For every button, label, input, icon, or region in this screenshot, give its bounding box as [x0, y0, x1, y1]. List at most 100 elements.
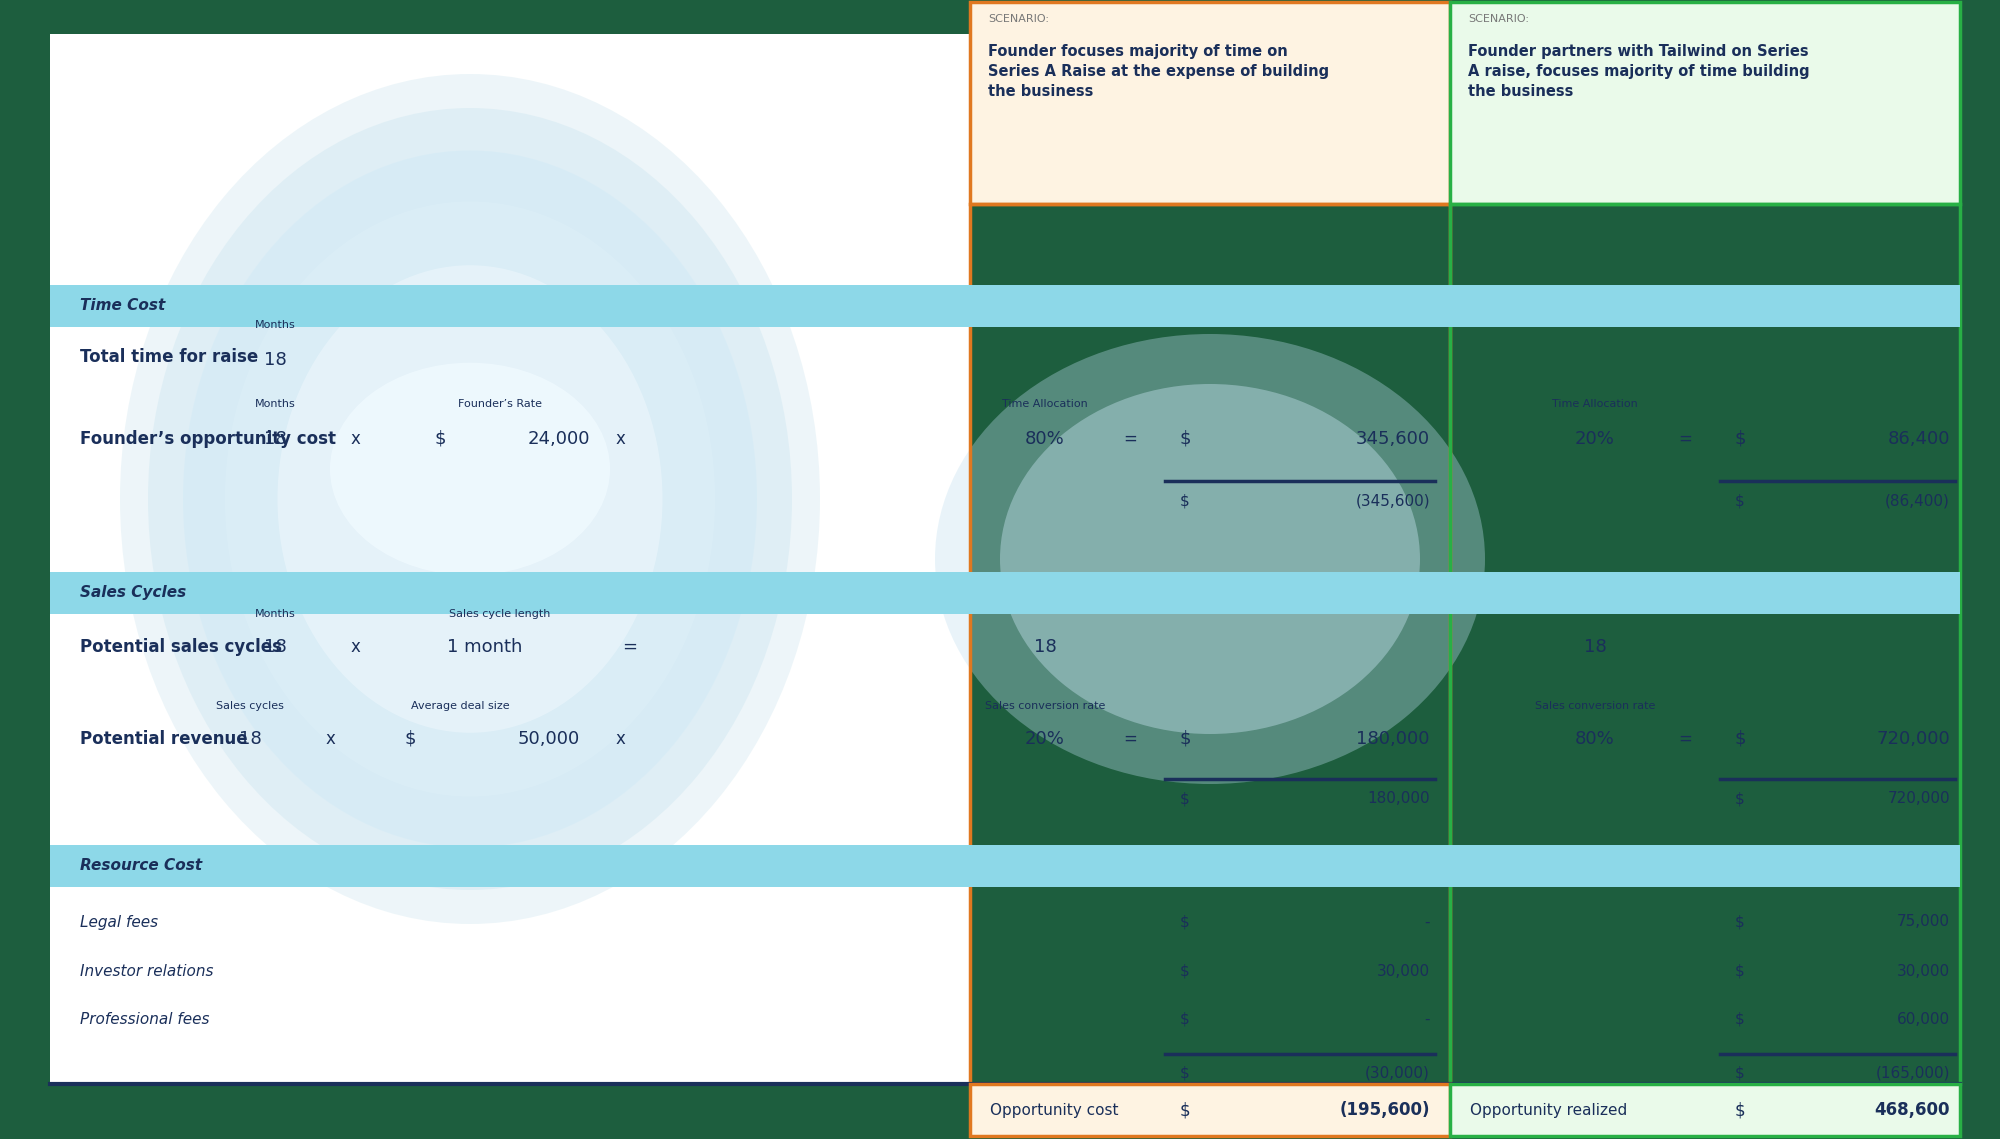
- Text: Months: Months: [254, 320, 296, 330]
- Text: $: $: [1180, 1011, 1190, 1026]
- Text: Potential sales cycles: Potential sales cycles: [80, 638, 282, 656]
- Text: $: $: [404, 730, 416, 748]
- Text: 180,000: 180,000: [1368, 790, 1430, 806]
- Text: -: -: [1424, 1011, 1430, 1026]
- Text: Founder’s Rate: Founder’s Rate: [458, 399, 542, 409]
- Text: 18: 18: [1034, 638, 1056, 656]
- Ellipse shape: [184, 150, 756, 847]
- Text: SCENARIO:: SCENARIO:: [1468, 14, 1530, 24]
- FancyBboxPatch shape: [1450, 2, 1960, 204]
- Text: $: $: [1734, 431, 1746, 448]
- Text: $: $: [1180, 1066, 1190, 1081]
- Text: $: $: [1180, 790, 1190, 806]
- Text: $: $: [1180, 915, 1190, 929]
- Text: $: $: [434, 431, 446, 448]
- Text: Average deal size: Average deal size: [410, 700, 510, 711]
- FancyBboxPatch shape: [50, 572, 1960, 614]
- Text: 80%: 80%: [1026, 431, 1064, 448]
- Ellipse shape: [120, 74, 820, 924]
- Text: 20%: 20%: [1576, 431, 1614, 448]
- Text: SCENARIO:: SCENARIO:: [988, 14, 1048, 24]
- Text: 1 month: 1 month: [448, 638, 522, 656]
- FancyBboxPatch shape: [50, 285, 1960, 327]
- Text: 86,400: 86,400: [1888, 431, 1950, 448]
- Text: Founder focuses majority of time on
Series A Raise at the expense of building
th: Founder focuses majority of time on Seri…: [988, 44, 1330, 99]
- Text: $: $: [1180, 1101, 1190, 1118]
- Text: $: $: [1736, 790, 1744, 806]
- Text: 720,000: 720,000: [1876, 730, 1950, 748]
- Text: 30,000: 30,000: [1896, 964, 1950, 978]
- Text: $: $: [1736, 964, 1744, 978]
- Ellipse shape: [936, 334, 1484, 784]
- Text: Professional fees: Professional fees: [80, 1011, 210, 1026]
- Text: $: $: [1736, 1066, 1744, 1081]
- Text: x: x: [350, 431, 360, 448]
- Text: Founder’s opportunity cost: Founder’s opportunity cost: [80, 431, 336, 448]
- Text: (86,400): (86,400): [1886, 493, 1950, 508]
- Text: 18: 18: [264, 638, 286, 656]
- Text: Opportunity realized: Opportunity realized: [1470, 1103, 1628, 1117]
- Text: $: $: [1734, 1101, 1746, 1118]
- Text: Time Allocation: Time Allocation: [1552, 399, 1638, 409]
- Text: (345,600): (345,600): [1356, 493, 1430, 508]
- Text: =: =: [1124, 431, 1136, 448]
- Text: 24,000: 24,000: [528, 431, 590, 448]
- Text: 60,000: 60,000: [1896, 1011, 1950, 1026]
- Text: $: $: [1736, 1011, 1744, 1026]
- Ellipse shape: [148, 108, 792, 890]
- Text: x: x: [616, 431, 624, 448]
- Text: 468,600: 468,600: [1874, 1101, 1950, 1118]
- FancyBboxPatch shape: [50, 845, 1960, 887]
- Text: $: $: [1736, 915, 1744, 929]
- Text: x: x: [350, 638, 360, 656]
- Text: Time Allocation: Time Allocation: [1002, 399, 1088, 409]
- Ellipse shape: [278, 265, 662, 732]
- Text: 18: 18: [264, 351, 286, 369]
- Text: =: =: [1124, 730, 1136, 748]
- Ellipse shape: [1000, 384, 1420, 734]
- Text: 18: 18: [238, 730, 262, 748]
- FancyBboxPatch shape: [50, 34, 970, 1084]
- Text: =: =: [622, 638, 638, 656]
- Text: Potential revenue: Potential revenue: [80, 730, 248, 748]
- Text: x: x: [616, 730, 624, 748]
- Text: =: =: [1678, 730, 1692, 748]
- Text: 18: 18: [1584, 638, 1606, 656]
- Text: Investor relations: Investor relations: [80, 964, 214, 978]
- FancyBboxPatch shape: [1450, 1084, 1960, 1136]
- Text: Opportunity cost: Opportunity cost: [990, 1103, 1118, 1117]
- Ellipse shape: [224, 202, 716, 796]
- Text: Founder partners with Tailwind on Series
A raise, focuses majority of time build: Founder partners with Tailwind on Series…: [1468, 44, 1810, 99]
- Text: Legal fees: Legal fees: [80, 915, 158, 929]
- Text: 720,000: 720,000: [1888, 790, 1950, 806]
- Text: 180,000: 180,000: [1356, 730, 1430, 748]
- FancyBboxPatch shape: [970, 2, 1450, 204]
- Text: $: $: [1180, 964, 1190, 978]
- Text: Months: Months: [254, 609, 296, 618]
- Text: 80%: 80%: [1576, 730, 1614, 748]
- Text: $: $: [1180, 730, 1190, 748]
- Text: (165,000): (165,000): [1876, 1066, 1950, 1081]
- Text: (195,600): (195,600): [1340, 1101, 1430, 1118]
- Text: 20%: 20%: [1026, 730, 1064, 748]
- Text: 18: 18: [264, 431, 286, 448]
- Text: =: =: [1678, 431, 1692, 448]
- Text: Sales cycle length: Sales cycle length: [450, 609, 550, 618]
- FancyBboxPatch shape: [970, 1084, 1450, 1136]
- Text: x: x: [326, 730, 334, 748]
- Text: $: $: [1180, 493, 1190, 508]
- Ellipse shape: [330, 362, 610, 575]
- Text: (30,000): (30,000): [1366, 1066, 1430, 1081]
- Text: Total time for raise: Total time for raise: [80, 349, 258, 366]
- Text: Sales Cycles: Sales Cycles: [80, 585, 186, 600]
- Text: Months: Months: [254, 399, 296, 409]
- Text: 50,000: 50,000: [518, 730, 580, 748]
- Text: Resource Cost: Resource Cost: [80, 859, 202, 874]
- Text: Sales conversion rate: Sales conversion rate: [1534, 700, 1656, 711]
- Text: 75,000: 75,000: [1896, 915, 1950, 929]
- Text: 30,000: 30,000: [1376, 964, 1430, 978]
- Text: $: $: [1734, 730, 1746, 748]
- Text: $: $: [1180, 431, 1190, 448]
- Text: 345,600: 345,600: [1356, 431, 1430, 448]
- Text: Sales conversion rate: Sales conversion rate: [984, 700, 1106, 711]
